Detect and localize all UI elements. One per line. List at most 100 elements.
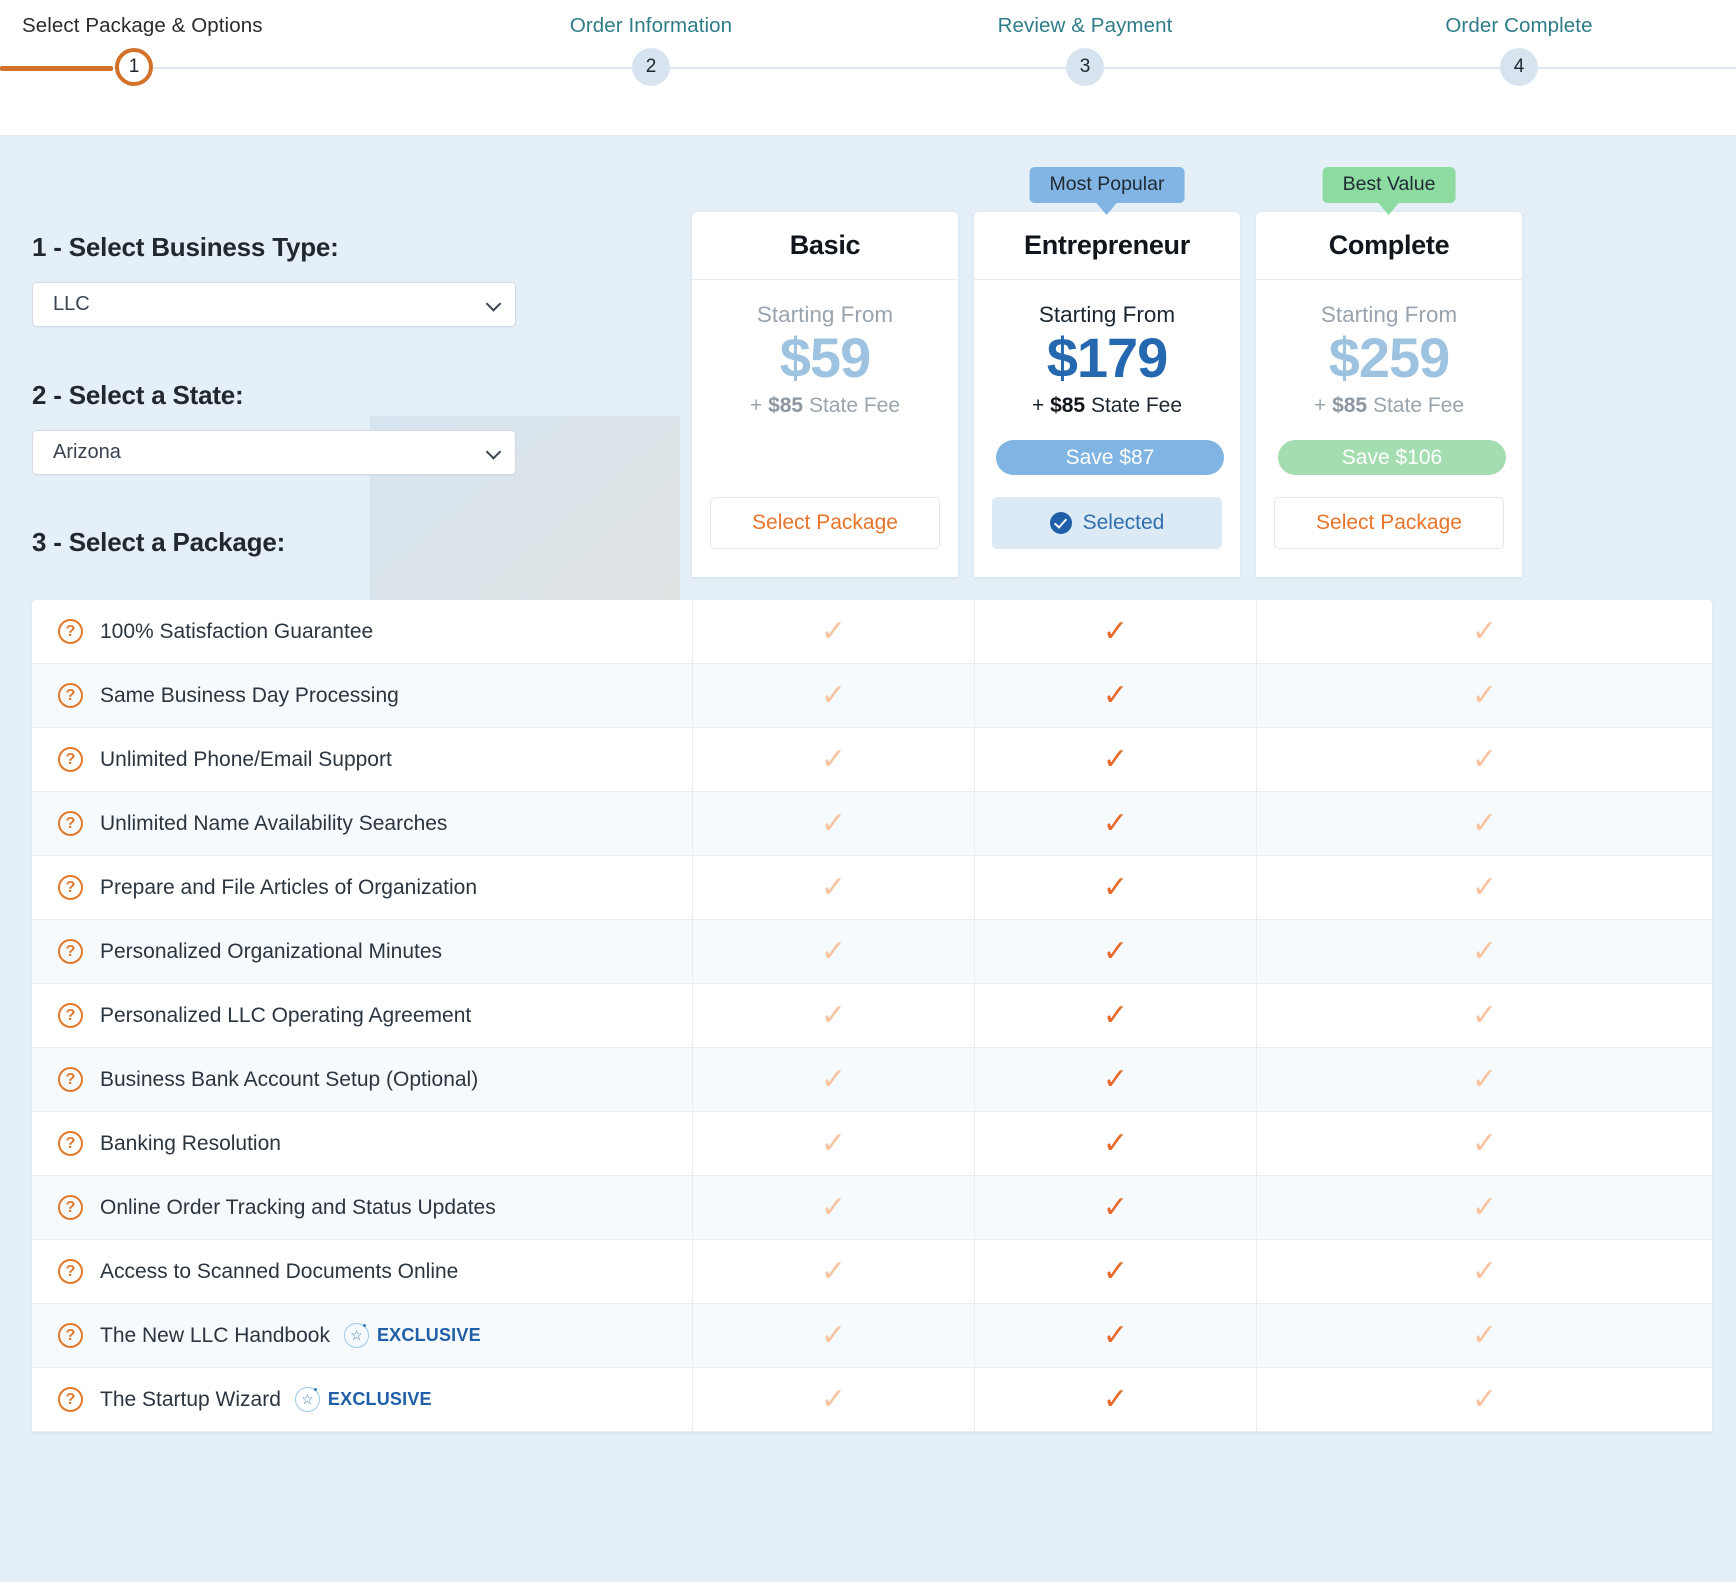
feature-check-cell-complete: ✓ [1256, 600, 1712, 664]
package-card-complete[interactable]: Best Value Complete Starting From $259 +… [1256, 167, 1522, 578]
select-package-button-basic[interactable]: Select Package [710, 497, 940, 550]
card-foot-basic [692, 549, 958, 577]
help-icon[interactable]: ? [58, 811, 83, 836]
stepper-labels: Select Package & Options Order Informati… [0, 14, 1736, 38]
help-icon[interactable]: ? [58, 875, 83, 900]
selected-label: Selected [1082, 511, 1165, 535]
feature-check-cell-complete: ✓ [1256, 1367, 1712, 1432]
feature-check-cell-basic: ✓ [692, 791, 974, 856]
feature-label-text: Same Business Day Processing [100, 683, 399, 707]
help-icon[interactable]: ? [58, 1387, 83, 1412]
table-row: ? The Startup Wizard ☆ EXCLUSIVE ✓ ✓ ✓ [32, 1367, 1712, 1432]
feature-label-text: Personalized LLC Operating Agreement [100, 1003, 472, 1027]
package-body-complete: Starting From $259 + $85 State Fee Save … [1256, 280, 1522, 476]
table-row: ? The New LLC Handbook ☆ EXCLUSIVE ✓ ✓ ✓ [32, 1303, 1712, 1368]
checkmark-icon: ✓ [1102, 1253, 1129, 1289]
feature-check-cell-complete: ✓ [1256, 791, 1712, 856]
help-icon[interactable]: ? [58, 747, 83, 772]
checkmark-icon: ✓ [1102, 997, 1129, 1033]
feature-check-cell-complete: ✓ [1256, 855, 1712, 920]
stepper-circle-wrap-3: 3 [868, 0, 1302, 136]
check-circle-icon [1049, 512, 1072, 535]
checkmark-icon: ✓ [1102, 1125, 1129, 1161]
business-type-select[interactable]: LLC [32, 282, 516, 327]
feature-label-text: 100% Satisfaction Guarantee [100, 619, 374, 643]
exclusive-badge: ☆ EXCLUSIVE [343, 1323, 481, 1348]
exclusive-badge-text: EXCLUSIVE [327, 1389, 432, 1409]
checkmark-icon: ✓ [1471, 1381, 1498, 1417]
help-icon[interactable]: ? [58, 1003, 83, 1028]
package-card-basic[interactable]: Basic Starting From $59 + $85 State Fee … [692, 212, 958, 578]
package-name-basic: Basic [692, 212, 958, 280]
checkmark-icon: ✓ [1471, 1253, 1498, 1289]
business-type-value: LLC [53, 293, 90, 315]
checkmark-icon: ✓ [820, 741, 847, 777]
feature-check-cell-basic: ✓ [692, 855, 974, 920]
checkmark-icon: ✓ [1471, 613, 1498, 649]
checkmark-icon: ✓ [820, 997, 847, 1033]
stepper-circle-2[interactable]: 2 [632, 48, 670, 86]
help-icon[interactable]: ? [58, 1323, 83, 1348]
state-select[interactable]: Arizona [32, 430, 516, 475]
selection-form: 1 - Select Business Type: LLC 2 - Select… [32, 232, 572, 558]
exclusive-badge-text: EXCLUSIVE [376, 1325, 481, 1345]
feature-check-cell-complete: ✓ [1256, 1175, 1712, 1240]
help-icon[interactable]: ? [58, 1131, 83, 1156]
stepper-track [0, 67, 1736, 69]
select-package-button-entrepreneur[interactable]: Selected [992, 497, 1222, 550]
feature-label-cell: ? The Startup Wizard ☆ EXCLUSIVE [32, 1387, 692, 1412]
checkmark-icon: ✓ [1471, 997, 1498, 1033]
checkmark-icon: ✓ [820, 1381, 847, 1417]
feature-check-cell-basic: ✓ [692, 1303, 974, 1368]
checkmark-icon: ✓ [820, 1317, 847, 1353]
help-icon[interactable]: ? [58, 939, 83, 964]
help-icon[interactable]: ? [58, 619, 83, 644]
chevron-down-icon [485, 295, 502, 312]
card-foot-complete [1256, 549, 1522, 577]
table-row: ? Business Bank Account Setup (Optional) ✓… [32, 1047, 1712, 1112]
star-icon: ☆ [343, 1323, 369, 1348]
feature-label-text: Prepare and File Articles of Organizatio… [100, 875, 478, 899]
save-badge-complete: Save $106 [1278, 440, 1506, 476]
feature-label-text: Business Bank Account Setup (Optional) [100, 1067, 479, 1091]
package-card-entrepreneur[interactable]: Most Popular Entrepreneur Starting From … [974, 167, 1240, 578]
stepper-circle-1[interactable]: 1 [115, 48, 153, 86]
help-icon[interactable]: ? [58, 1195, 83, 1220]
feature-label-cell: ? Personalized Organizational Minutes [32, 939, 692, 964]
package-name-complete: Complete [1256, 212, 1522, 280]
state-fee-suffix: State Fee [803, 394, 901, 418]
feature-label-cell: ? Unlimited Phone/Email Support [32, 747, 692, 772]
checkmark-icon: ✓ [1102, 741, 1129, 777]
feature-label-cell: ? Unlimited Name Availability Searches [32, 811, 692, 836]
checkmark-icon: ✓ [1102, 1189, 1129, 1225]
help-icon[interactable]: ? [58, 1259, 83, 1284]
table-row: ? Online Order Tracking and Status Update… [32, 1175, 1712, 1240]
stepper-circle-wrap-4: 4 [1302, 0, 1736, 136]
state-title: 2 - Select a State: [32, 380, 244, 410]
stepper-step-2[interactable]: Order Information [434, 14, 868, 38]
feature-check-cell-complete: ✓ [1256, 663, 1712, 728]
feature-label-cell: ? Access to Scanned Documents Online [32, 1259, 692, 1284]
help-icon[interactable]: ? [58, 683, 83, 708]
select-package-button-complete[interactable]: Select Package [1274, 497, 1504, 550]
checkmark-icon: ✓ [820, 933, 847, 969]
help-icon[interactable]: ? [58, 1067, 83, 1092]
state-fee-suffix: State Fee [1367, 394, 1465, 418]
feature-label-cell: ? Business Bank Account Setup (Optional) [32, 1067, 692, 1092]
stepper-circle-4[interactable]: 4 [1500, 48, 1538, 86]
star-icon: ☆ [294, 1387, 320, 1412]
stepper-circle-3[interactable]: 3 [1066, 48, 1104, 86]
starting-from-complete: Starting From [1320, 302, 1458, 327]
stepper-step-4[interactable]: Order Complete [1302, 14, 1736, 38]
feature-check-cell-entrepreneur: ✓ [974, 1239, 1256, 1304]
feature-label-cell: ? Banking Resolution [32, 1131, 692, 1156]
progress-stepper: Select Package & Options Order Informati… [0, 0, 1736, 136]
starting-from-basic: Starting From [756, 302, 894, 327]
checkmark-icon: ✓ [1471, 1061, 1498, 1097]
feature-check-cell-entrepreneur: ✓ [974, 1303, 1256, 1368]
stepper-step-1[interactable]: Select Package & Options [0, 14, 434, 38]
stepper-step-3[interactable]: Review & Payment [868, 14, 1302, 38]
stepper-label-2: Order Information [569, 14, 733, 37]
checkmark-icon: ✓ [1102, 933, 1129, 969]
feature-check-cell-basic: ✓ [692, 1239, 974, 1304]
